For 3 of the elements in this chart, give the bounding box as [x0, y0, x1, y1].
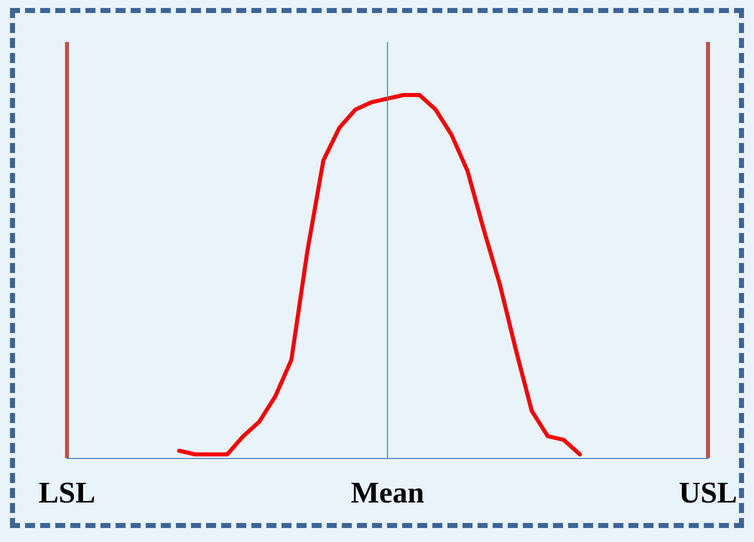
x-tick-label: LSL	[38, 476, 96, 510]
x-tick-label: Mean	[350, 476, 424, 510]
x-tick-label: USL	[678, 476, 738, 510]
